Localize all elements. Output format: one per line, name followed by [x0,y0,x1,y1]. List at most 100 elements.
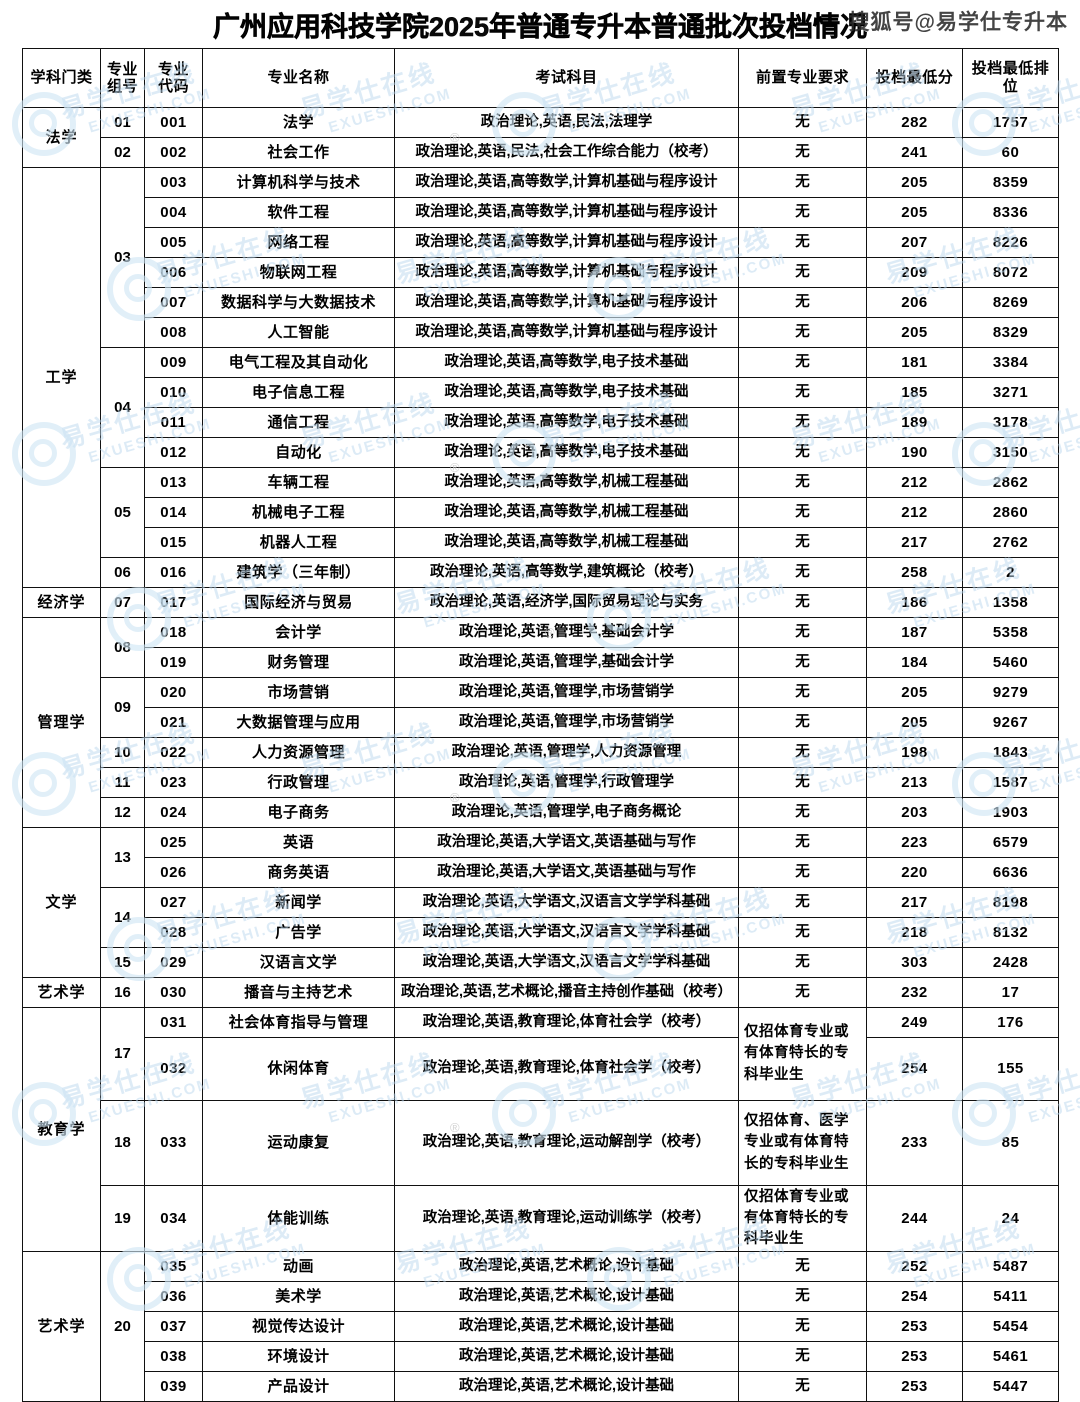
header-subjects: 考试科目 [394,48,739,108]
cell-min-score: 249 [866,1007,963,1038]
cell-exam-subjects: 政治理论,英语,高等数学,计算机基础与程序设计 [394,197,739,228]
cell-min-rank: 8132 [962,917,1059,948]
cell-prerequisite: 无 [738,107,867,138]
cell-min-rank: 8198 [962,887,1059,918]
cell-major-name: 通信工程 [202,407,395,438]
cell-min-score: 253 [866,1341,963,1373]
cell-prerequisite: 无 [738,767,867,798]
cell-exam-subjects: 政治理论,英语,教育理论,运动训练学（校考） [394,1184,739,1253]
cell-exam-subjects: 政治理论,英语,大学语文,汉语言文学学科基础 [394,917,739,948]
cell-prerequisite: 无 [738,677,867,708]
cell-major-name: 英语 [202,827,395,858]
cell-min-rank: 85 [962,1100,1059,1186]
cell-exam-subjects: 政治理论,英语,高等数学,建筑概论（校考） [394,557,739,588]
cell-major-code: 015 [144,527,203,558]
cell-major-group: 01 [100,107,145,138]
cell-min-score: 207 [866,227,963,258]
cell-major-name: 国际经济与贸易 [202,587,395,618]
table-row: 010 电子信息工程 政治理论,英语,高等数学,电子技术基础无 185 3271 [23,377,1059,408]
table-row: 19 034 体能训练 政治理论,英语,教育理论,运动训练学（校考） 仅招体育专业或有体… [23,1184,1059,1253]
cell-exam-subjects: 政治理论,英语,经济学,国际贸易理论与实务 [394,587,739,618]
cell-min-score: 189 [866,407,963,438]
cell-prerequisite: 无 [738,707,867,738]
cell-major-code: 039 [144,1371,203,1402]
cell-min-score: 220 [866,857,963,888]
table-row: 006 物联网工程 政治理论,英语,高等数学,计算机基础与程序设计无 209 8072 [23,257,1059,288]
cell-min-score: 232 [866,977,963,1008]
cell-prerequisite: 无 [738,437,867,468]
table-body: 法学 01 001 法学 政治理论,英语,民法,法理学无 282 1757 02 002 社会工作… [22,107,1059,1402]
cell-prerequisite: 无 [738,1251,867,1283]
cell-exam-subjects: 政治理论,英语,艺术概论,设计基础 [394,1281,739,1313]
cell-min-score: 205 [866,317,963,348]
cell-discipline-category: 教育学 [22,1006,101,1253]
cell-exam-subjects: 政治理论,英语,高等数学,计算机基础与程序设计 [394,317,739,348]
cell-major-code: 020 [144,677,203,708]
cell-min-rank: 2762 [962,527,1059,558]
cell-prerequisite: 无 [738,287,867,318]
cell-exam-subjects: 政治理论,英语,管理学,行政管理学 [394,767,739,798]
header-code: 专业 代码 [144,48,203,108]
cell-major-code: 017 [144,587,203,618]
cell-major-name: 体能训练 [202,1184,395,1253]
cell-major-code: 038 [144,1341,203,1373]
admission-table-wrap: 学科门类 专业 组号 专业 代码 专业名称 考试科目 前置专业要求 投档最低分 … [22,48,1059,1402]
cell-major-code: 024 [144,797,203,828]
cell-exam-subjects: 政治理论,英语,高等数学,电子技术基础 [394,437,739,468]
cell-major-code: 006 [144,257,203,288]
cell-prerequisite: 无 [738,797,867,828]
cell-exam-subjects: 政治理论,英语,高等数学,机械工程基础 [394,497,739,528]
cell-exam-subjects: 政治理论,英语,大学语文,英语基础与写作 [394,857,739,888]
cell-min-score: 258 [866,557,963,588]
cell-major-code: 008 [144,317,203,348]
cell-min-score: 212 [866,497,963,528]
table-row: 005 网络工程 政治理论,英语,高等数学,计算机基础与程序设计无 207 8226 [23,227,1059,258]
cell-min-score: 241 [866,137,963,168]
cell-min-score: 217 [866,527,963,558]
table-row: 10 022 人力资源管理 政治理论,英语,管理学,人力资源管理无 198 1843 [23,737,1059,768]
cell-major-name: 广告学 [202,917,395,948]
cell-major-code: 034 [144,1184,203,1253]
cell-major-code: 013 [144,467,203,498]
cell-min-score: 184 [866,647,963,678]
cell-exam-subjects: 政治理论,英语,高等数学,计算机基础与程序设计 [394,257,739,288]
cell-major-code: 021 [144,707,203,738]
cell-major-code: 016 [144,557,203,588]
cell-exam-subjects: 政治理论,英语,艺术概论,播音主持创作基础（校考） [394,977,739,1008]
cell-min-rank: 8336 [962,197,1059,228]
cell-major-name: 市场营销 [202,677,395,708]
cell-major-name: 计算机科学与技术 [202,167,395,198]
cell-prerequisite: 无 [738,737,867,768]
cell-prerequisite: 无 [738,1371,867,1402]
table-row: 04 009 电气工程及其自动化 政治理论,英语,高等数学,电子技术基础无 181 338… [23,347,1059,468]
cell-min-score: 209 [866,257,963,288]
cell-major-name: 物联网工程 [202,257,395,288]
table-row: 11 023 行政管理 政治理论,英语,管理学,行政管理学无 213 1587 [23,767,1059,798]
cell-prerequisite: 无 [738,197,867,228]
cell-major-code: 023 [144,767,203,798]
table-row: 007 数据科学与大数据技术 政治理论,英语,高等数学,计算机基础与程序设计无 206… [23,287,1059,318]
cell-major-name: 会计学 [202,617,395,648]
cell-major-code: 012 [144,437,203,468]
cell-min-rank: 5411 [962,1281,1059,1313]
cell-prerequisite: 无 [738,887,867,918]
cell-major-name: 新闻学 [202,887,395,918]
cell-min-score: 187 [866,617,963,648]
cell-major-code: 028 [144,917,203,948]
cell-min-score: 213 [866,767,963,798]
cell-min-rank: 3271 [962,377,1059,408]
cell-min-rank: 1757 [962,107,1059,138]
cell-prerequisite: 无 [738,857,867,888]
cell-exam-subjects: 政治理论,英语,大学语文,汉语言文学学科基础 [394,887,739,918]
cell-major-name: 环境设计 [202,1341,395,1373]
table-row: 法学 01 001 法学 政治理论,英语,民法,法理学无 282 1757 [22,107,1059,168]
cell-min-rank: 1903 [962,797,1059,828]
cell-major-name: 视觉传达设计 [202,1311,395,1343]
cell-major-group: 20 [100,1251,145,1402]
cell-min-score: 233 [866,1100,963,1186]
cell-discipline-category: 艺术学 [22,1251,101,1402]
table-row: 037 视觉传达设计 政治理论,英语,艺术概论,设计基础无 253 5454 [23,1311,1059,1343]
cell-exam-subjects: 政治理论,英语,高等数学,计算机基础与程序设计 [394,167,739,198]
table-row: 18 033 运动康复 政治理论,英语,教育理论,运动解剖学（校考） 仅招体育、医学专业… [23,1100,1059,1186]
cell-min-score: 303 [866,947,963,978]
